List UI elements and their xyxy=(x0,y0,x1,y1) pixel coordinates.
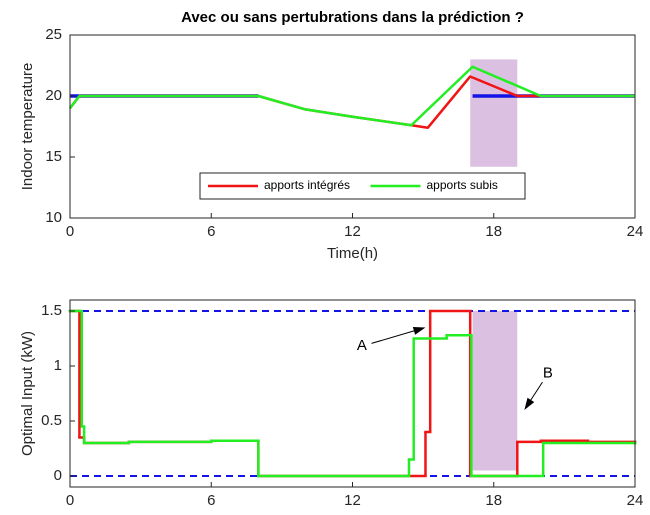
y-tick-label: 10 xyxy=(45,209,62,226)
x-tick-label: 12 xyxy=(344,223,361,240)
y-tick-label: 1 xyxy=(54,357,62,374)
y-tick-label: 20 xyxy=(45,87,62,104)
y-axis-label: Optimal Input (kW) xyxy=(19,331,36,456)
x-tick-label: 24 xyxy=(627,223,644,240)
x-tick-label: 6 xyxy=(207,223,215,240)
x-tick-label: 18 xyxy=(485,223,502,240)
arrow-head xyxy=(412,327,426,335)
series-line xyxy=(69,65,635,127)
x-tick-label: 0 xyxy=(66,223,74,240)
y-tick-label: 25 xyxy=(45,26,62,43)
plot-area xyxy=(70,300,635,487)
x-tick-label: 6 xyxy=(207,492,215,509)
annotation-label: A xyxy=(357,337,367,354)
x-tick-label: 12 xyxy=(344,492,361,509)
chart-title: Avec ou sans pertubrations dans la prédi… xyxy=(181,9,524,26)
y-tick-label: 15 xyxy=(45,148,62,165)
annotation-arrow xyxy=(371,329,418,344)
shaded-region xyxy=(470,59,518,167)
x-tick-label: 24 xyxy=(627,492,644,509)
y-tick-label: 0 xyxy=(54,467,62,484)
legend-label: apports subis xyxy=(427,178,498,192)
x-axis-label: Time(h) xyxy=(327,245,378,262)
annotation-label: B xyxy=(543,365,553,382)
x-tick-label: 18 xyxy=(485,492,502,509)
y-tick-label: 0.5 xyxy=(41,412,62,429)
annotation-arrow xyxy=(528,381,543,404)
y-axis-label: Indoor temperature xyxy=(19,63,36,191)
legend-label: apports intégrés xyxy=(264,178,350,192)
x-tick-label: 0 xyxy=(66,492,74,509)
arrow-head xyxy=(524,397,535,410)
shaded-region xyxy=(472,311,518,471)
y-tick-label: 1.5 xyxy=(41,302,62,319)
